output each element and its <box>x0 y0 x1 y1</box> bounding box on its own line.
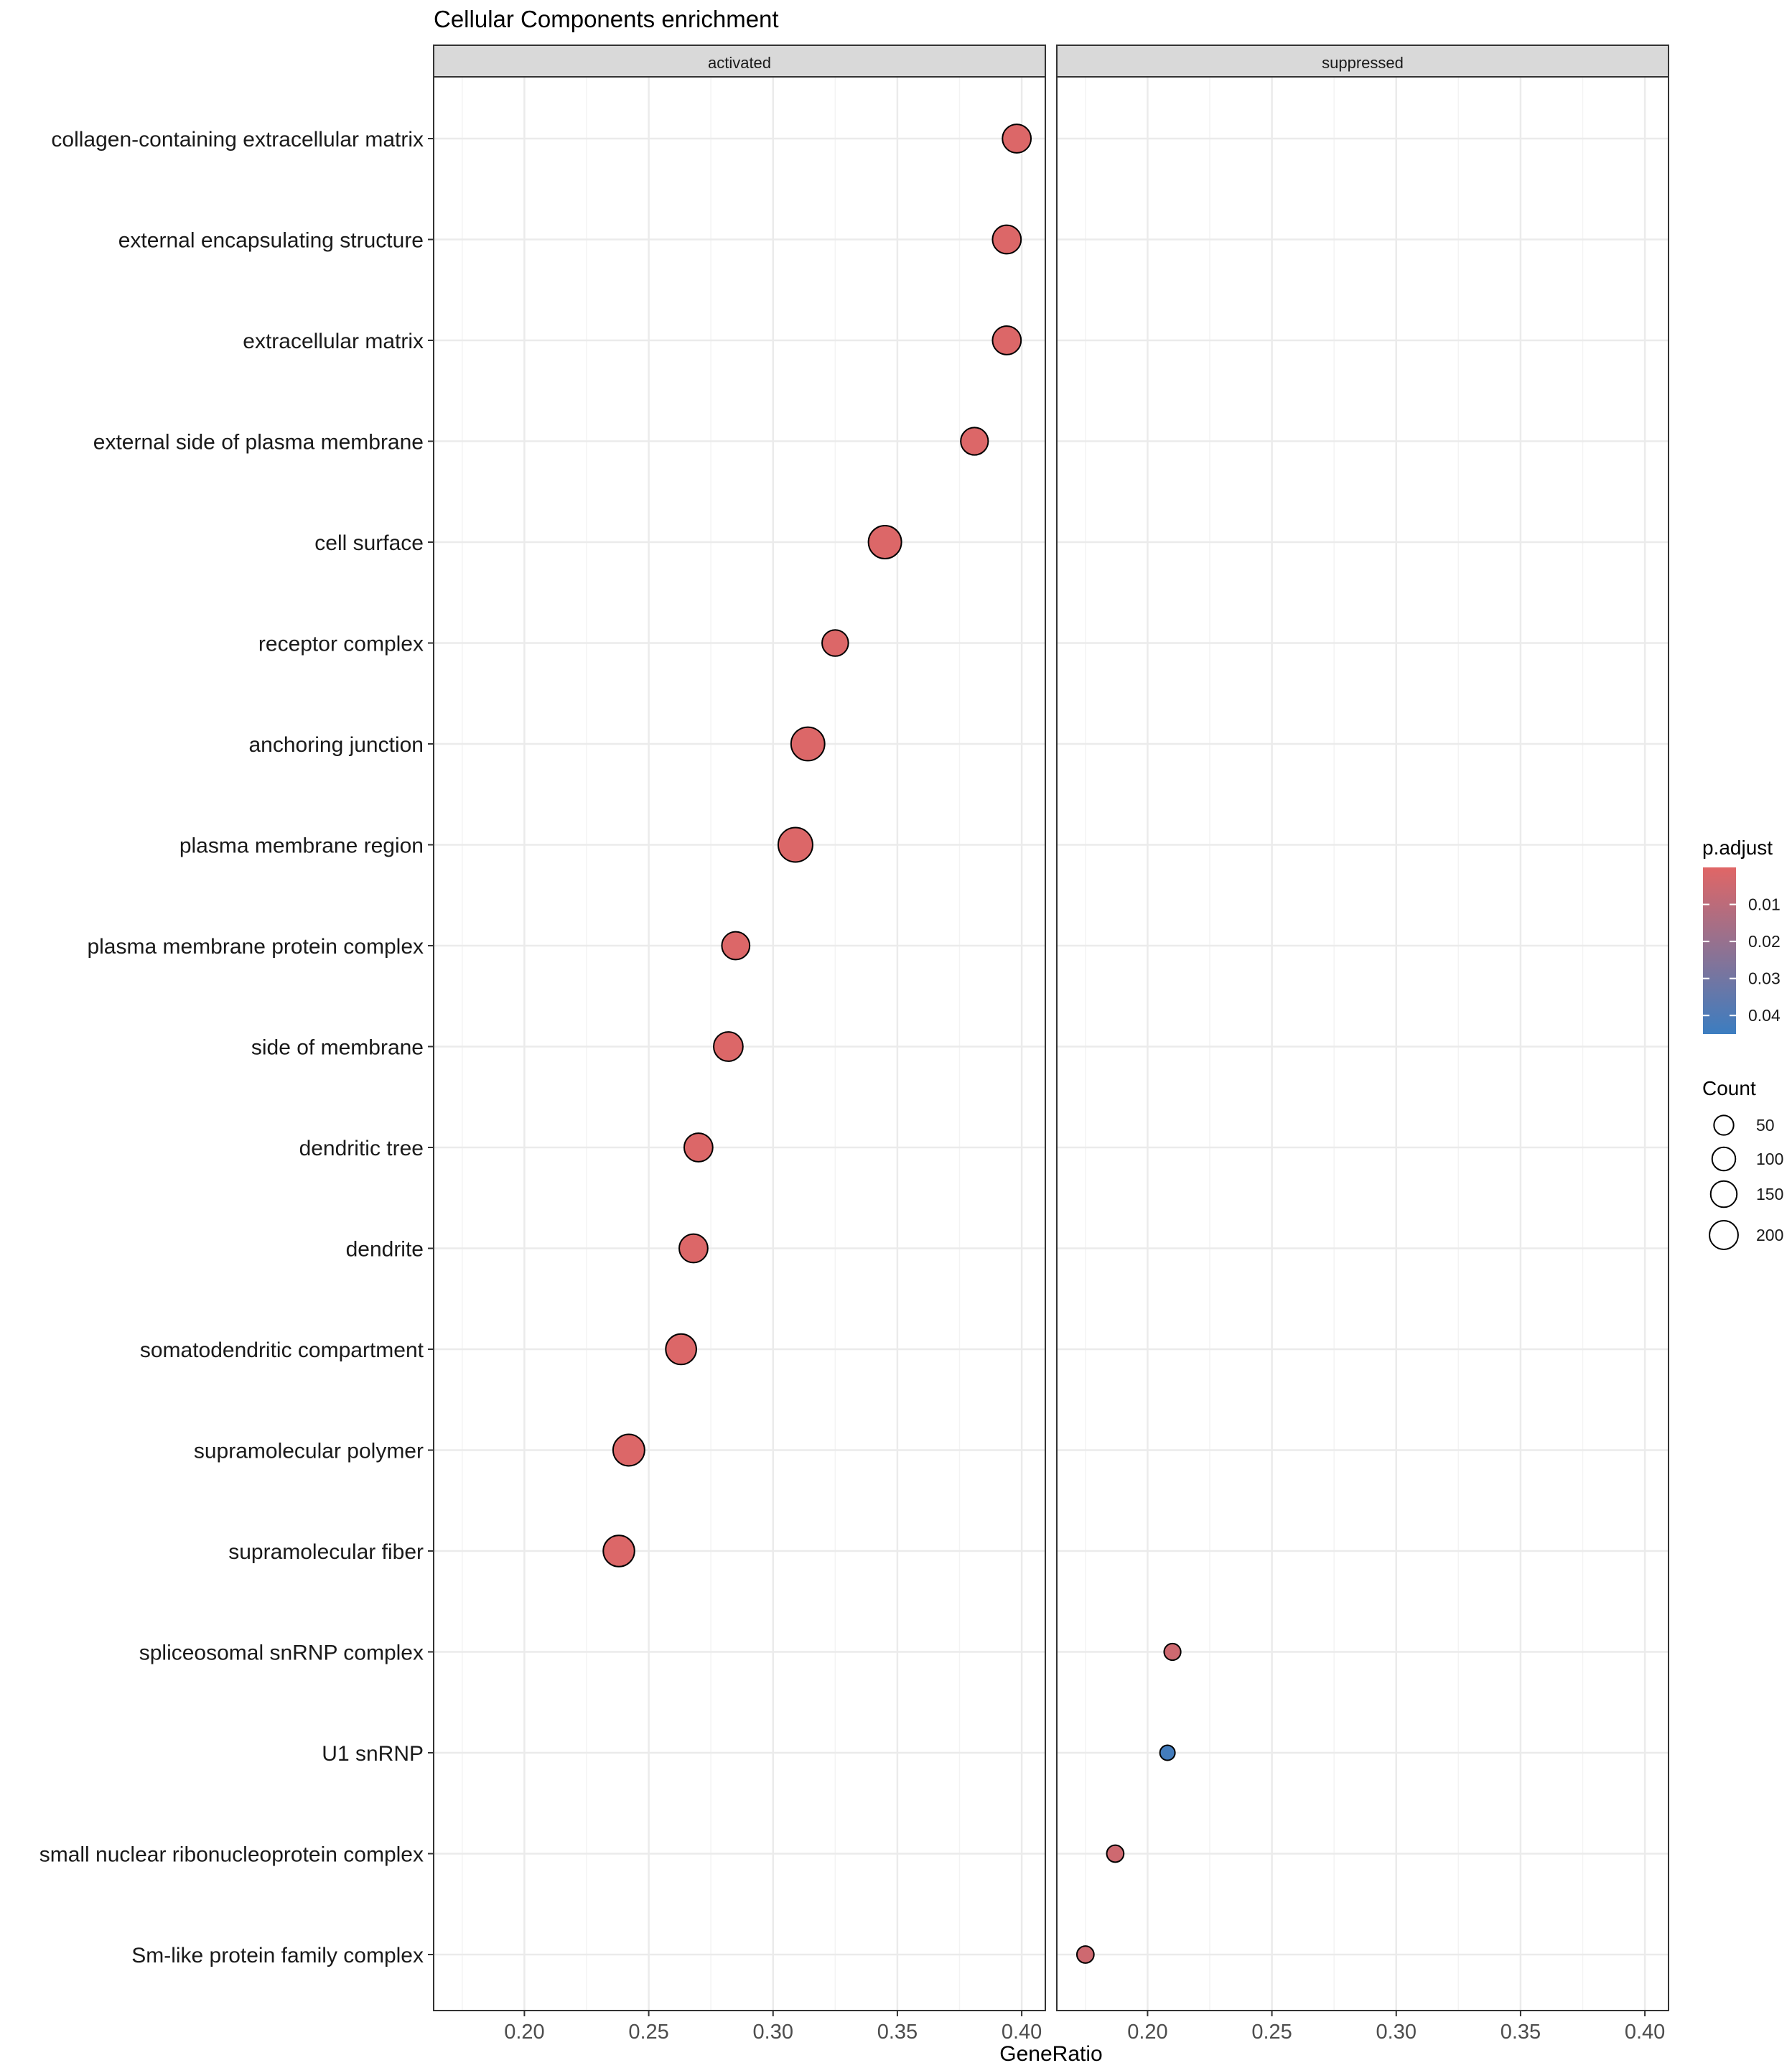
size-legend-label: 100 <box>1756 1150 1783 1168</box>
data-point <box>665 1333 697 1366</box>
legend-color-title: p.adjust <box>1702 837 1773 859</box>
colorbar-tick-label: 0.01 <box>1748 895 1781 914</box>
size-legend-key <box>1709 1180 1738 1208</box>
legend-colorbar <box>1703 867 1736 1034</box>
data-point <box>1163 1642 1182 1662</box>
colorbar-tick-label: 0.03 <box>1748 969 1781 988</box>
x-axis-title: GeneRatio <box>999 2042 1102 2066</box>
legend-colorbar-ticks: 0.01 0.02 0.03 0.04 <box>1703 895 1781 1025</box>
x-tick-label: 0.20 <box>504 2021 544 2044</box>
legend-size-title: Count <box>1702 1077 1756 1099</box>
y-tick-label: small nuclear ribonucleoprotein complex <box>39 1843 424 1867</box>
grid-suppressed <box>1057 77 1669 2011</box>
colorbar-tick-label: 0.04 <box>1748 1006 1781 1025</box>
facet-panel-suppressed: suppressed 0.20 0.25 0.30 0.35 0.40 <box>1056 45 1669 2044</box>
facet-strip-label-activated: activated <box>708 54 771 72</box>
x-tick-label: 0.25 <box>1251 2021 1292 2044</box>
x-tick-label: 0.40 <box>1625 2021 1665 2044</box>
data-point <box>960 427 989 456</box>
data-point <box>1159 1744 1176 1761</box>
data-point <box>602 1534 635 1568</box>
y-tick-label: plasma membrane protein complex <box>87 935 424 959</box>
y-tick-label: dendritic tree <box>299 1137 424 1160</box>
y-tick-label: collagen-containing extracellular matrix <box>51 128 424 152</box>
panel-border-suppressed <box>1056 76 1669 2011</box>
data-point <box>713 1031 744 1062</box>
y-axis: collagen-containing extracellular matrix… <box>39 128 434 1967</box>
panel-border-activated <box>433 76 1046 2011</box>
y-tick-label: Sm-like protein family complex <box>131 1944 424 1967</box>
data-point <box>683 1132 714 1163</box>
data-point <box>777 826 813 863</box>
points-suppressed <box>1075 1642 1182 1964</box>
y-tick-label: somatodendritic compartment <box>140 1338 424 1362</box>
x-tick-label: 0.20 <box>1127 2021 1167 2044</box>
data-point <box>612 1433 645 1467</box>
grid-activated <box>434 77 1045 2011</box>
y-tick-label: side of membrane <box>251 1036 424 1060</box>
size-legend-key <box>1711 1146 1737 1172</box>
y-tick-label: plasma membrane region <box>179 834 424 858</box>
y-tick-label: receptor complex <box>258 633 424 656</box>
y-tick-label: external encapsulating structure <box>118 229 424 253</box>
x-tick-label: 0.35 <box>877 2021 918 2044</box>
x-tick-label: 0.25 <box>628 2021 668 2044</box>
data-point <box>678 1233 709 1264</box>
y-tick-label: external side of plasma membrane <box>93 431 424 455</box>
size-legend-key <box>1713 1114 1735 1136</box>
legend: p.adjust 0.01 0.02 0.03 0.04 Count 50 100 150… <box>1702 837 1783 1250</box>
data-point <box>867 525 902 559</box>
legend-size-keys: 50 100 150 200 <box>1709 1114 1783 1250</box>
size-legend-label: 50 <box>1756 1116 1775 1135</box>
y-tick-label: anchoring junction <box>248 733 424 757</box>
y-tick-label: extracellular matrix <box>243 330 424 353</box>
data-point <box>1106 1844 1125 1863</box>
x-tick-label: 0.30 <box>1376 2021 1417 2044</box>
y-tick-label: U1 snRNP <box>322 1742 424 1766</box>
x-tick-label: 0.30 <box>753 2021 793 2044</box>
size-legend-label: 200 <box>1756 1226 1783 1244</box>
facet-strip-suppressed <box>1056 45 1669 78</box>
y-tick-label: cell surface <box>314 531 424 555</box>
points-activated <box>602 124 1032 1568</box>
chart-title: Cellular Components enrichment <box>434 6 779 32</box>
y-tick-label: supramolecular polymer <box>194 1440 424 1463</box>
data-point <box>1002 124 1032 154</box>
data-point <box>991 325 1022 355</box>
data-point <box>821 629 849 657</box>
x-tick-label: 0.40 <box>1002 2021 1042 2044</box>
size-legend-label: 150 <box>1756 1185 1783 1203</box>
size-legend-key <box>1709 1220 1739 1250</box>
data-point <box>1075 1945 1095 1964</box>
x-tick-label: 0.35 <box>1501 2021 1541 2044</box>
x-axis-activated: 0.20 0.25 0.30 0.35 0.40 <box>504 2011 1042 2044</box>
y-tick-label: dendrite <box>346 1238 424 1262</box>
data-point <box>721 931 751 961</box>
facet-strip-activated <box>433 45 1046 78</box>
data-point <box>790 726 826 762</box>
y-tick-label: spliceosomal snRNP complex <box>139 1641 424 1665</box>
colorbar-tick-label: 0.02 <box>1748 932 1781 951</box>
data-point <box>991 224 1022 255</box>
y-tick-label: supramolecular fiber <box>228 1540 424 1564</box>
facet-strip-label-suppressed: suppressed <box>1322 54 1404 72</box>
facet-panel-activated: activated 0.20 0.25 0.30 0.35 0.40 <box>433 45 1046 2044</box>
x-axis-suppressed: 0.20 0.25 0.30 0.35 0.40 <box>1127 2011 1665 2044</box>
